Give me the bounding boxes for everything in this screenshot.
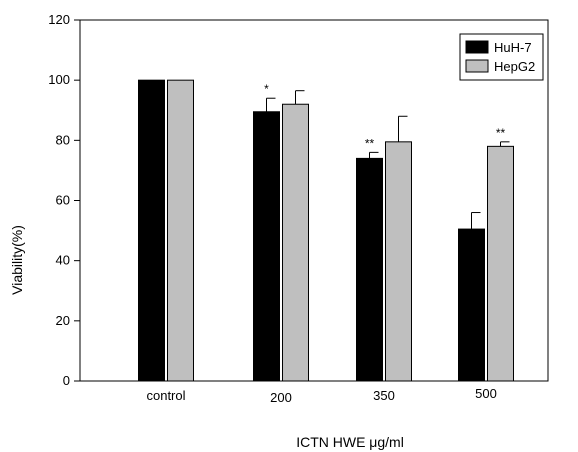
bar-huh-7-350 — [356, 157, 383, 382]
x-tick-label: 350 — [373, 388, 395, 403]
y-tick-label: 60 — [56, 193, 70, 208]
y-tick-label: 40 — [56, 253, 70, 268]
x-axis-label: ICTN HWE μg/ml — [296, 434, 404, 450]
bar-hepg2-control — [167, 79, 194, 382]
bar-huh-7-control — [138, 79, 165, 382]
x-tick-label: control — [146, 388, 185, 403]
legend-swatch-hepg2 — [465, 59, 489, 73]
bar-hepg2-350 — [385, 141, 412, 382]
bar-huh-7-500 — [458, 228, 485, 382]
plot-area: 0 20 40 60 80 100 120 control * 200 ** 350 ** 500 — [48, 12, 549, 405]
y-tick-label: 80 — [56, 132, 70, 147]
legend: HuH-7 HepG2 — [459, 33, 544, 81]
x-tick-label: 500 — [475, 386, 497, 401]
legend-label: HepG2 — [494, 59, 535, 74]
significance-label: ** — [365, 136, 375, 150]
significance-label: ** — [496, 126, 506, 140]
bar-hepg2-500 — [487, 145, 514, 382]
legend-swatch-huh-7 — [465, 40, 489, 54]
y-tick-label: 100 — [48, 72, 70, 87]
legend-label: HuH-7 — [494, 40, 532, 55]
y-tick-label: 0 — [63, 373, 70, 388]
y-axis-label: Viability(%) — [9, 225, 25, 295]
y-tick-label: 20 — [56, 313, 70, 328]
bar-huh-7-200 — [253, 111, 280, 382]
significance-label: * — [264, 82, 269, 96]
x-tick-label: 200 — [270, 390, 292, 405]
y-tick-label: 120 — [48, 12, 70, 27]
bar-hepg2-200 — [282, 103, 309, 382]
